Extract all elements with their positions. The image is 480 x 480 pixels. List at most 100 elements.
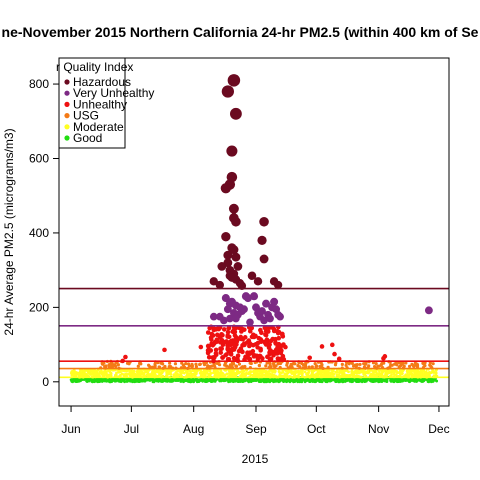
data-point [100,362,104,366]
data-point [116,377,120,381]
data-point [194,362,198,366]
data-point [87,378,90,382]
data-point [268,373,272,376]
data-point [173,362,178,366]
legend-title: r Quality Index [56,60,133,74]
data-point [382,354,388,359]
data-point [350,368,354,372]
data-point [275,356,281,361]
data-point [249,350,254,356]
data-point [311,371,314,375]
data-point [319,379,323,383]
data-point [102,371,106,375]
legend-label: Very Unhealthy [73,86,154,100]
data-point [232,379,236,383]
data-point [413,369,417,373]
data-point [212,368,216,372]
data-point [344,378,348,382]
data-point [251,354,257,359]
data-point [434,371,438,375]
data-point [244,378,248,382]
data-point [205,371,209,375]
x-axis-label: 2015 [242,452,269,466]
data-point [269,378,273,382]
data-point [153,362,157,366]
data-point [319,344,325,349]
data-point [374,362,378,366]
data-point [225,329,231,335]
data-point [262,299,271,308]
data-point [139,372,143,376]
data-point [265,329,271,334]
data-point [147,372,151,376]
data-point [253,373,257,377]
data-point [406,370,409,374]
data-point [411,379,415,382]
data-point [264,374,268,378]
data-point [225,345,231,351]
data-point [253,277,263,286]
data-point [214,339,219,345]
data-point [372,374,376,378]
data-point [221,85,235,98]
data-point [301,363,305,367]
data-point [235,353,241,359]
data-point [247,328,253,334]
data-point [244,340,250,345]
data-point [125,369,129,373]
data-point [218,350,224,355]
data-point [293,371,297,375]
data-point [314,365,318,369]
data-point [152,380,156,383]
data-point [179,380,183,383]
legend-marker [64,79,70,85]
data-point [373,379,377,383]
x-axis: Jun Jul Aug Sep Oct Nov Dec [61,405,450,436]
data-point [399,369,403,373]
data-point [344,363,348,367]
data-point [362,362,366,366]
data-point [226,314,234,323]
x-tick-label: Jul [124,422,139,436]
data-point [355,371,359,375]
data-point [134,373,138,377]
data-point [169,369,173,373]
data-point [168,361,172,365]
data-point [273,280,283,290]
data-point [206,347,211,353]
data-point [318,377,321,381]
data-point [247,271,257,281]
data-point [145,369,149,372]
legend-marker [64,90,70,96]
data-point [284,369,288,373]
data-point [260,356,265,361]
data-point [223,305,232,314]
data-point [108,368,111,372]
data-point [365,377,369,381]
data-point [260,316,268,325]
data-point [313,361,317,366]
data-point [259,216,269,227]
x-tick-label: Oct [307,422,326,436]
data-point [393,362,397,366]
data-point [203,362,207,366]
data-point [399,372,402,376]
data-point [107,363,111,367]
aqi-threshold-lines [59,287,449,379]
data-point [80,373,84,377]
data-point [267,342,272,347]
data-point [336,356,342,362]
data-point [142,371,146,375]
plot-marks [69,74,439,384]
data-point [286,379,290,383]
data-point [220,332,225,338]
data-point [297,373,301,376]
data-point [407,364,412,368]
y-tick-label: 600 [29,151,49,165]
data-point [220,183,232,194]
data-point [179,371,183,374]
data-point [264,364,268,368]
data-point [253,370,256,373]
data-point [338,374,341,378]
data-point [263,325,269,331]
